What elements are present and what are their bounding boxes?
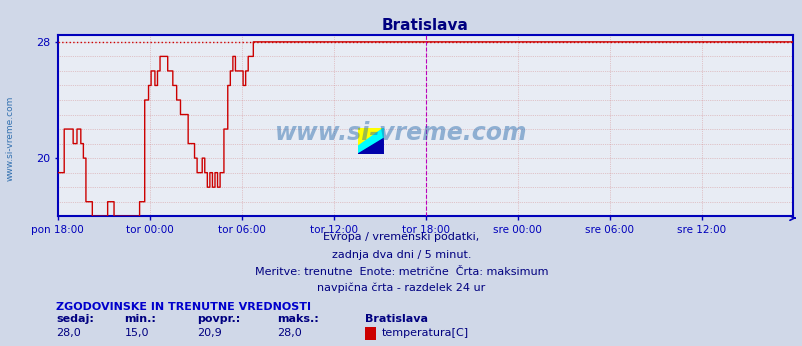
Title: Bratislava: Bratislava xyxy=(381,18,468,34)
Text: www.si-vreme.com: www.si-vreme.com xyxy=(275,121,527,145)
Text: www.si-vreme.com: www.si-vreme.com xyxy=(6,96,15,181)
Polygon shape xyxy=(358,138,383,154)
Text: Evropa / vremenski podatki,: Evropa / vremenski podatki, xyxy=(323,233,479,243)
Text: min.:: min.: xyxy=(124,315,156,325)
Polygon shape xyxy=(358,128,383,146)
Text: temperatura[C]: temperatura[C] xyxy=(382,328,468,338)
Text: 15,0: 15,0 xyxy=(124,328,149,338)
Text: Bratislava: Bratislava xyxy=(365,315,427,325)
Text: maks.:: maks.: xyxy=(277,315,318,325)
Text: 20,9: 20,9 xyxy=(196,328,221,338)
Text: sedaj:: sedaj: xyxy=(56,315,94,325)
Text: povpr.:: povpr.: xyxy=(196,315,240,325)
Text: zadnja dva dni / 5 minut.: zadnja dva dni / 5 minut. xyxy=(331,250,471,260)
Text: 28,0: 28,0 xyxy=(277,328,302,338)
Text: 28,0: 28,0 xyxy=(56,328,81,338)
Text: navpična črta - razdelek 24 ur: navpična črta - razdelek 24 ur xyxy=(317,282,485,293)
Text: Meritve: trenutne  Enote: metrične  Črta: maksimum: Meritve: trenutne Enote: metrične Črta: … xyxy=(254,267,548,277)
Polygon shape xyxy=(358,128,383,154)
Text: ZGODOVINSKE IN TRENUTNE VREDNOSTI: ZGODOVINSKE IN TRENUTNE VREDNOSTI xyxy=(56,302,311,312)
